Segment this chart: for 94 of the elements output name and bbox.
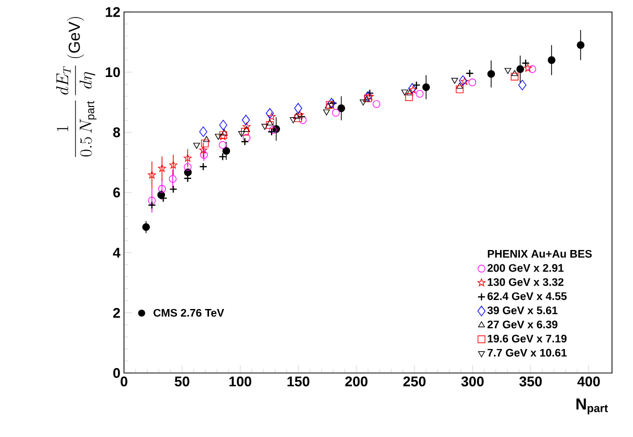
point: [148, 196, 156, 204]
y-tick-label: 2: [113, 308, 120, 318]
y-tick-label: 0: [113, 368, 120, 378]
y-axis-title: $\frac{1}{0.5\,N_{\mathrm{part}}}\,\frac{dE_{T}}{d\eta}\;(\mathrm{GeV})$: [56, 17, 96, 158]
point: [360, 100, 366, 106]
point: [372, 100, 380, 108]
point: [293, 112, 300, 119]
x-tick-label: 150: [288, 376, 310, 386]
point: [169, 185, 178, 194]
point: [511, 70, 518, 76]
point: [516, 65, 524, 73]
point: [510, 72, 518, 80]
point: [451, 78, 458, 84]
point: [148, 201, 156, 210]
legend-label: 39 GeV x 5.61: [487, 306, 558, 314]
legend-title: PHENIX Au+Au BES: [488, 250, 592, 258]
point: [294, 114, 302, 122]
x-tick-label: 0: [120, 376, 128, 386]
point: [268, 112, 276, 120]
point: [238, 131, 245, 138]
point: [518, 80, 526, 90]
point: [296, 110, 304, 118]
point: [169, 160, 178, 169]
point: [142, 223, 150, 231]
point: [323, 109, 330, 116]
point: [220, 129, 228, 136]
legend-label: 130 GeV x 3.32: [488, 278, 564, 286]
point: [412, 81, 421, 90]
point: [222, 147, 230, 155]
point: [218, 141, 226, 149]
y-tick-label: 4: [112, 248, 120, 258]
point: [406, 89, 414, 96]
point: [332, 108, 340, 117]
point: [199, 162, 208, 171]
point: [261, 124, 268, 130]
y-tick-label: 12: [106, 7, 120, 17]
point: [242, 122, 251, 130]
point: [294, 103, 302, 114]
legend-label: 7.7 GeV x 10.61: [488, 348, 567, 357]
point: [184, 163, 192, 171]
point: [214, 134, 222, 140]
point: [242, 134, 250, 142]
legend-label: CMS 2.76 TeV: [154, 308, 224, 317]
point: [401, 90, 408, 96]
x-tick-label: 200: [345, 376, 368, 386]
legend-label: 19.6 GeV x 7.19: [488, 334, 567, 342]
point: [193, 142, 200, 149]
point: [243, 126, 250, 132]
point: [266, 108, 274, 119]
point: [528, 65, 536, 73]
y-tick-label: 6: [113, 188, 120, 198]
point: [548, 56, 556, 64]
point: [266, 121, 274, 129]
x-tick-label: 300: [461, 376, 484, 386]
point: [203, 136, 210, 142]
point: [158, 164, 166, 172]
point: [522, 59, 530, 68]
point: [576, 41, 584, 49]
point: [168, 175, 177, 183]
point: [504, 68, 512, 74]
legend-label: 200 GeV x 2.91: [488, 264, 564, 272]
point: [405, 93, 413, 101]
x-tick-label: 100: [229, 376, 252, 386]
point: [199, 126, 208, 137]
point: [487, 70, 496, 78]
point: [240, 138, 249, 146]
legend-label: 62.4 GeV x 4.55: [488, 292, 567, 300]
x-tick-label: 400: [577, 376, 600, 386]
x-tick-label: 350: [519, 376, 542, 386]
point: [466, 69, 474, 78]
point: [468, 78, 476, 86]
point: [458, 75, 467, 86]
x-axis-title: N$_{part}$: [576, 398, 608, 414]
point: [184, 154, 192, 162]
point: [242, 114, 250, 126]
point: [266, 119, 274, 126]
point: [409, 86, 418, 94]
point: [241, 128, 249, 136]
x-tick-label: 50: [174, 376, 190, 386]
point: [524, 64, 532, 72]
y-tick-label: 8: [113, 127, 120, 138]
point: [416, 90, 424, 98]
point: [290, 117, 297, 124]
x-tick-label: 250: [403, 376, 426, 386]
point: [337, 104, 346, 112]
point: [219, 120, 228, 130]
point: [148, 170, 156, 178]
point: [408, 83, 416, 94]
point: [422, 83, 430, 92]
y-tick-label: 10: [106, 67, 120, 78]
legend-label: 27 GeV x 6.39: [488, 320, 558, 328]
point: [456, 82, 464, 89]
point: [456, 85, 464, 94]
point: [158, 185, 166, 193]
